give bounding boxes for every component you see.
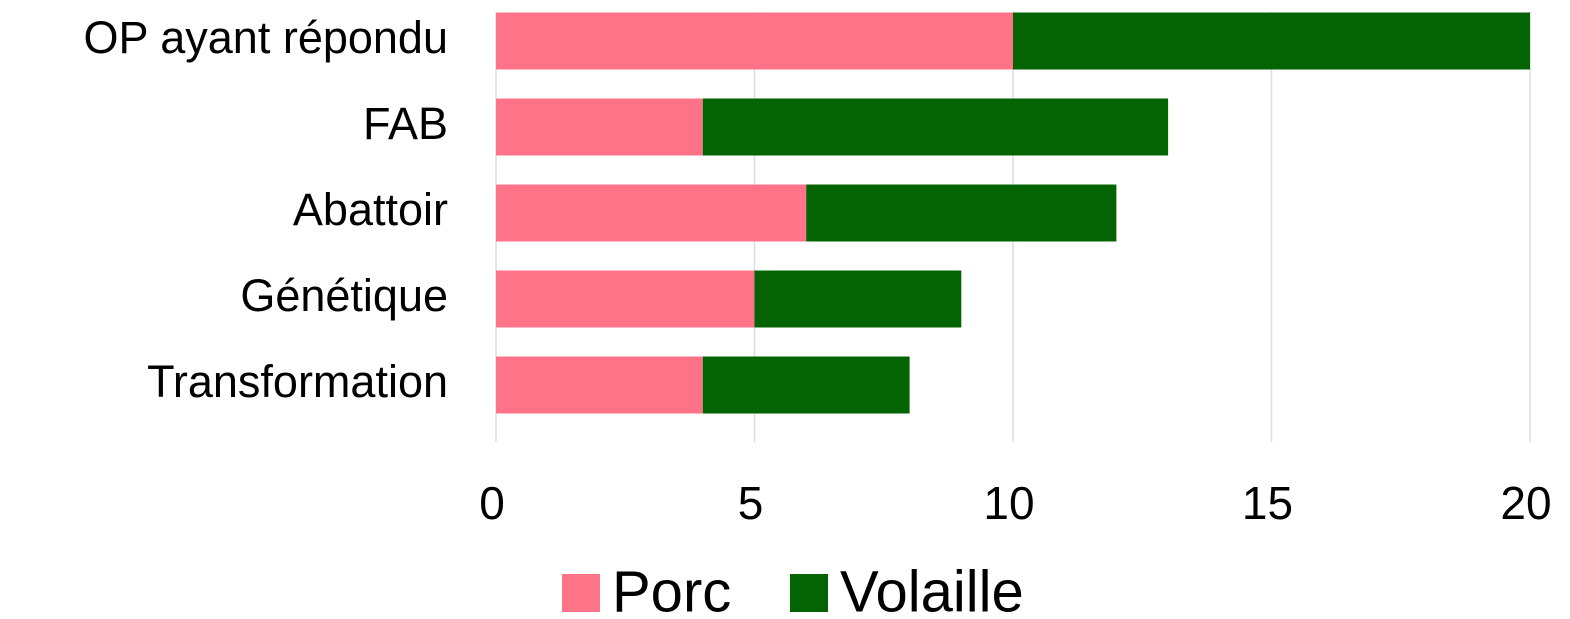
- y-tick-label: Transformation: [147, 356, 448, 407]
- legend-swatch: [790, 574, 828, 612]
- y-tick-label: FAB: [363, 98, 448, 149]
- x-tick-label: 5: [738, 477, 764, 529]
- bar-segment: [496, 98, 703, 156]
- x-tick-label: 20: [1500, 477, 1551, 529]
- bar-segment: [496, 356, 703, 414]
- y-tick-label: OP ayant répondu: [84, 12, 448, 63]
- y-tick-label: Génétique: [240, 270, 448, 321]
- bar-segment: [702, 356, 910, 414]
- bar-segment: [754, 270, 962, 328]
- bar-segment: [806, 184, 1117, 242]
- bar-segment: [702, 98, 1169, 156]
- legend-swatch: [562, 574, 600, 612]
- x-tick-label: 10: [983, 477, 1034, 529]
- bar-segment: [496, 12, 1013, 70]
- legend-label: Porc: [612, 559, 731, 619]
- x-tick-label: 0: [479, 477, 505, 529]
- y-tick-label: Abattoir: [293, 184, 448, 235]
- bar-segment: [496, 184, 807, 242]
- bar-segment: [496, 270, 755, 328]
- legend-label: Volaille: [840, 559, 1024, 619]
- bar-segment: [1013, 12, 1530, 70]
- x-tick-label: 15: [1242, 477, 1293, 529]
